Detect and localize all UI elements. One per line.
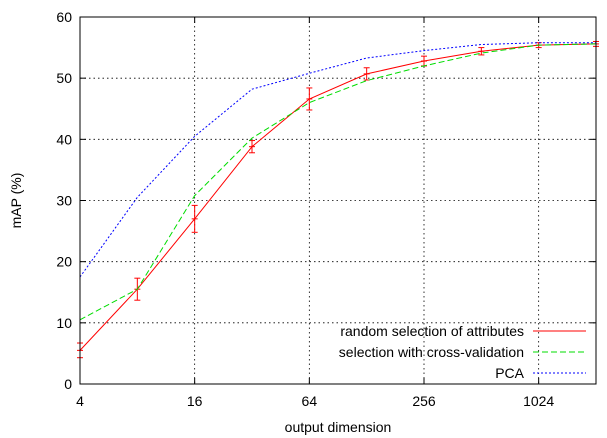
series-layer — [77, 40, 599, 359]
legend-label: random selection of attributes — [340, 323, 524, 339]
series-line-2 — [79, 43, 597, 321]
series-line-1 — [79, 43, 597, 351]
legend-label: selection with cross-validation — [339, 344, 524, 360]
x-axis-title: output dimension — [285, 419, 392, 435]
y-tick-label: 20 — [56, 254, 72, 270]
y-tick-label: 60 — [56, 9, 72, 25]
y-tick-label: 40 — [56, 131, 72, 147]
legend: random selection of attributes selection … — [339, 323, 586, 381]
y-tick-label: 0 — [64, 376, 72, 392]
x-tick-label: 4 — [76, 393, 84, 409]
y-tick-label: 50 — [56, 70, 72, 86]
y-axis-title: mAP (%) — [8, 173, 24, 229]
y-tick-label: 10 — [56, 315, 72, 331]
x-tick-label: 64 — [302, 393, 318, 409]
x-tick-label: 1024 — [523, 393, 554, 409]
legend-label: PCA — [495, 365, 524, 381]
grid-layer — [80, 17, 596, 384]
tick-layer: 0 10 20 30 40 50 60 4 16 64 256 1024 — [56, 9, 596, 409]
y-tick-label: 30 — [56, 193, 72, 209]
x-tick-label: 16 — [187, 393, 203, 409]
plot-frame — [79, 16, 597, 385]
series-line-3 — [79, 42, 596, 278]
x-tick-label: 256 — [412, 393, 436, 409]
